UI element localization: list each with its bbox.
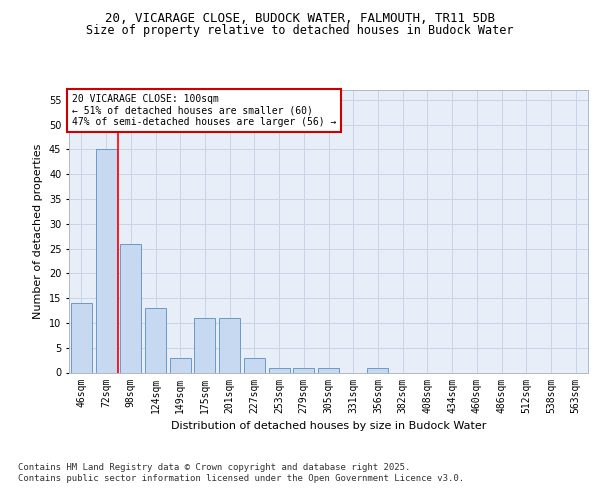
Bar <box>244 358 265 372</box>
Bar <box>95 150 116 372</box>
Bar <box>219 318 240 372</box>
Bar <box>145 308 166 372</box>
Text: Contains HM Land Registry data © Crown copyright and database right 2025.: Contains HM Land Registry data © Crown c… <box>18 462 410 471</box>
Text: 20 VICARAGE CLOSE: 100sqm
← 51% of detached houses are smaller (60)
47% of semi-: 20 VICARAGE CLOSE: 100sqm ← 51% of detac… <box>71 94 336 128</box>
Bar <box>367 368 388 372</box>
Bar <box>120 244 141 372</box>
Text: Contains public sector information licensed under the Open Government Licence v3: Contains public sector information licen… <box>18 474 464 483</box>
Text: Size of property relative to detached houses in Budock Water: Size of property relative to detached ho… <box>86 24 514 37</box>
Text: 20, VICARAGE CLOSE, BUDOCK WATER, FALMOUTH, TR11 5DB: 20, VICARAGE CLOSE, BUDOCK WATER, FALMOU… <box>105 12 495 26</box>
X-axis label: Distribution of detached houses by size in Budock Water: Distribution of detached houses by size … <box>171 421 486 431</box>
Bar <box>318 368 339 372</box>
Bar <box>194 318 215 372</box>
Bar <box>71 303 92 372</box>
Bar <box>293 368 314 372</box>
Y-axis label: Number of detached properties: Number of detached properties <box>34 144 43 319</box>
Bar <box>170 358 191 372</box>
Bar <box>269 368 290 372</box>
